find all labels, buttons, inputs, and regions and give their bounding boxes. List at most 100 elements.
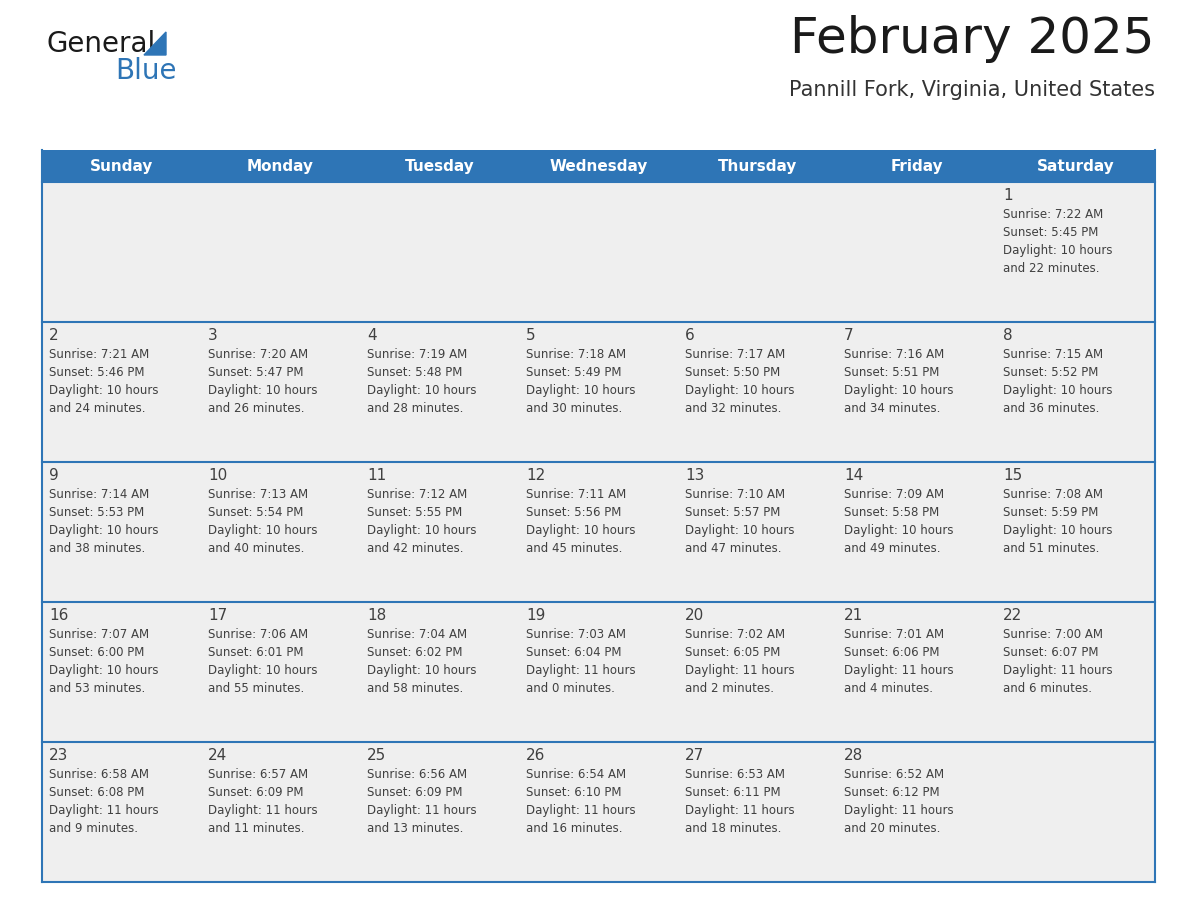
- Text: Saturday: Saturday: [1037, 159, 1114, 174]
- Text: Sunset: 5:46 PM: Sunset: 5:46 PM: [49, 366, 145, 379]
- Text: Sunrise: 7:09 AM: Sunrise: 7:09 AM: [843, 488, 944, 501]
- Text: Sunset: 5:56 PM: Sunset: 5:56 PM: [526, 506, 621, 519]
- Text: 23: 23: [49, 748, 69, 763]
- Bar: [360, 322, 519, 462]
- Text: and 24 minutes.: and 24 minutes.: [49, 402, 145, 415]
- Text: and 58 minutes.: and 58 minutes.: [367, 682, 463, 695]
- Text: Sunrise: 6:56 AM: Sunrise: 6:56 AM: [367, 768, 467, 781]
- Text: Daylight: 10 hours: Daylight: 10 hours: [843, 524, 954, 537]
- Text: and 22 minutes.: and 22 minutes.: [1003, 262, 1100, 275]
- Bar: [519, 182, 678, 322]
- Text: Sunrise: 7:13 AM: Sunrise: 7:13 AM: [208, 488, 308, 501]
- Text: and 28 minutes.: and 28 minutes.: [367, 402, 463, 415]
- Text: Sunset: 5:45 PM: Sunset: 5:45 PM: [1003, 226, 1099, 239]
- Text: Sunrise: 7:20 AM: Sunrise: 7:20 AM: [208, 348, 308, 361]
- Text: General: General: [48, 30, 157, 58]
- Text: and 16 minutes.: and 16 minutes.: [526, 822, 623, 835]
- Text: and 20 minutes.: and 20 minutes.: [843, 822, 941, 835]
- Text: Sunrise: 7:06 AM: Sunrise: 7:06 AM: [208, 628, 308, 641]
- Text: Sunset: 6:11 PM: Sunset: 6:11 PM: [685, 786, 781, 799]
- Bar: [360, 462, 519, 602]
- Text: Daylight: 11 hours: Daylight: 11 hours: [1003, 664, 1113, 677]
- Text: Daylight: 11 hours: Daylight: 11 hours: [208, 804, 317, 817]
- Text: 1: 1: [1003, 188, 1012, 203]
- Text: Sunset: 6:04 PM: Sunset: 6:04 PM: [526, 646, 621, 659]
- Text: Daylight: 11 hours: Daylight: 11 hours: [526, 664, 636, 677]
- Text: Daylight: 10 hours: Daylight: 10 hours: [1003, 384, 1112, 397]
- Text: Sunset: 6:05 PM: Sunset: 6:05 PM: [685, 646, 781, 659]
- Bar: [678, 462, 838, 602]
- Text: Blue: Blue: [115, 57, 177, 85]
- Text: Sunrise: 7:17 AM: Sunrise: 7:17 AM: [685, 348, 785, 361]
- Text: Sunrise: 6:58 AM: Sunrise: 6:58 AM: [49, 768, 148, 781]
- Text: Daylight: 10 hours: Daylight: 10 hours: [1003, 524, 1112, 537]
- Bar: [678, 182, 838, 322]
- Text: Daylight: 10 hours: Daylight: 10 hours: [526, 384, 636, 397]
- Text: Sunrise: 7:12 AM: Sunrise: 7:12 AM: [367, 488, 467, 501]
- Text: Sunset: 6:08 PM: Sunset: 6:08 PM: [49, 786, 145, 799]
- Text: Sunset: 5:49 PM: Sunset: 5:49 PM: [526, 366, 621, 379]
- Text: and 53 minutes.: and 53 minutes.: [49, 682, 145, 695]
- Text: 9: 9: [49, 468, 58, 483]
- Text: and 47 minutes.: and 47 minutes.: [685, 542, 782, 555]
- Text: Sunrise: 7:07 AM: Sunrise: 7:07 AM: [49, 628, 150, 641]
- Text: 15: 15: [1003, 468, 1022, 483]
- Text: Daylight: 11 hours: Daylight: 11 hours: [49, 804, 159, 817]
- Bar: [201, 602, 360, 742]
- Text: Sunrise: 6:53 AM: Sunrise: 6:53 AM: [685, 768, 785, 781]
- Text: Sunset: 5:48 PM: Sunset: 5:48 PM: [367, 366, 462, 379]
- Text: Sunrise: 7:08 AM: Sunrise: 7:08 AM: [1003, 488, 1102, 501]
- Text: Daylight: 10 hours: Daylight: 10 hours: [843, 384, 954, 397]
- Text: and 4 minutes.: and 4 minutes.: [843, 682, 933, 695]
- Text: Tuesday: Tuesday: [405, 159, 474, 174]
- Text: Sunrise: 7:03 AM: Sunrise: 7:03 AM: [526, 628, 626, 641]
- Text: Sunset: 6:00 PM: Sunset: 6:00 PM: [49, 646, 145, 659]
- Text: Daylight: 10 hours: Daylight: 10 hours: [685, 384, 795, 397]
- Text: 8: 8: [1003, 328, 1012, 343]
- Text: Sunset: 5:57 PM: Sunset: 5:57 PM: [685, 506, 781, 519]
- Text: and 42 minutes.: and 42 minutes.: [367, 542, 463, 555]
- Text: 14: 14: [843, 468, 864, 483]
- Text: Sunset: 5:59 PM: Sunset: 5:59 PM: [1003, 506, 1099, 519]
- Text: 26: 26: [526, 748, 545, 763]
- Text: Sunset: 6:01 PM: Sunset: 6:01 PM: [208, 646, 303, 659]
- Text: Sunrise: 7:02 AM: Sunrise: 7:02 AM: [685, 628, 785, 641]
- Bar: [678, 742, 838, 882]
- Text: Sunset: 5:58 PM: Sunset: 5:58 PM: [843, 506, 940, 519]
- Text: Daylight: 10 hours: Daylight: 10 hours: [49, 524, 158, 537]
- Bar: [678, 602, 838, 742]
- Text: Sunrise: 7:22 AM: Sunrise: 7:22 AM: [1003, 208, 1104, 221]
- Text: Sunset: 5:50 PM: Sunset: 5:50 PM: [685, 366, 781, 379]
- Polygon shape: [144, 32, 166, 55]
- Text: and 34 minutes.: and 34 minutes.: [843, 402, 941, 415]
- Text: Wednesday: Wednesday: [549, 159, 647, 174]
- Text: 28: 28: [843, 748, 864, 763]
- Text: 20: 20: [685, 608, 704, 623]
- Text: Sunset: 5:47 PM: Sunset: 5:47 PM: [208, 366, 303, 379]
- Text: Daylight: 10 hours: Daylight: 10 hours: [367, 664, 476, 677]
- Text: 11: 11: [367, 468, 386, 483]
- Bar: [838, 602, 996, 742]
- Text: Daylight: 10 hours: Daylight: 10 hours: [367, 384, 476, 397]
- Bar: [201, 182, 360, 322]
- Text: and 40 minutes.: and 40 minutes.: [208, 542, 304, 555]
- Text: Daylight: 10 hours: Daylight: 10 hours: [367, 524, 476, 537]
- Text: and 26 minutes.: and 26 minutes.: [208, 402, 304, 415]
- Text: Sunset: 6:07 PM: Sunset: 6:07 PM: [1003, 646, 1099, 659]
- Bar: [996, 742, 1155, 882]
- Text: Sunset: 6:09 PM: Sunset: 6:09 PM: [208, 786, 303, 799]
- Text: Daylight: 10 hours: Daylight: 10 hours: [208, 664, 317, 677]
- Text: 17: 17: [208, 608, 227, 623]
- Text: and 49 minutes.: and 49 minutes.: [843, 542, 941, 555]
- Text: Daylight: 11 hours: Daylight: 11 hours: [367, 804, 476, 817]
- Text: Sunset: 5:53 PM: Sunset: 5:53 PM: [49, 506, 144, 519]
- Text: Daylight: 10 hours: Daylight: 10 hours: [1003, 244, 1112, 257]
- Text: Thursday: Thursday: [718, 159, 797, 174]
- Bar: [996, 322, 1155, 462]
- Text: Daylight: 11 hours: Daylight: 11 hours: [526, 804, 636, 817]
- Text: and 9 minutes.: and 9 minutes.: [49, 822, 138, 835]
- Bar: [996, 182, 1155, 322]
- Text: Daylight: 11 hours: Daylight: 11 hours: [685, 804, 795, 817]
- Text: 7: 7: [843, 328, 854, 343]
- Text: 3: 3: [208, 328, 217, 343]
